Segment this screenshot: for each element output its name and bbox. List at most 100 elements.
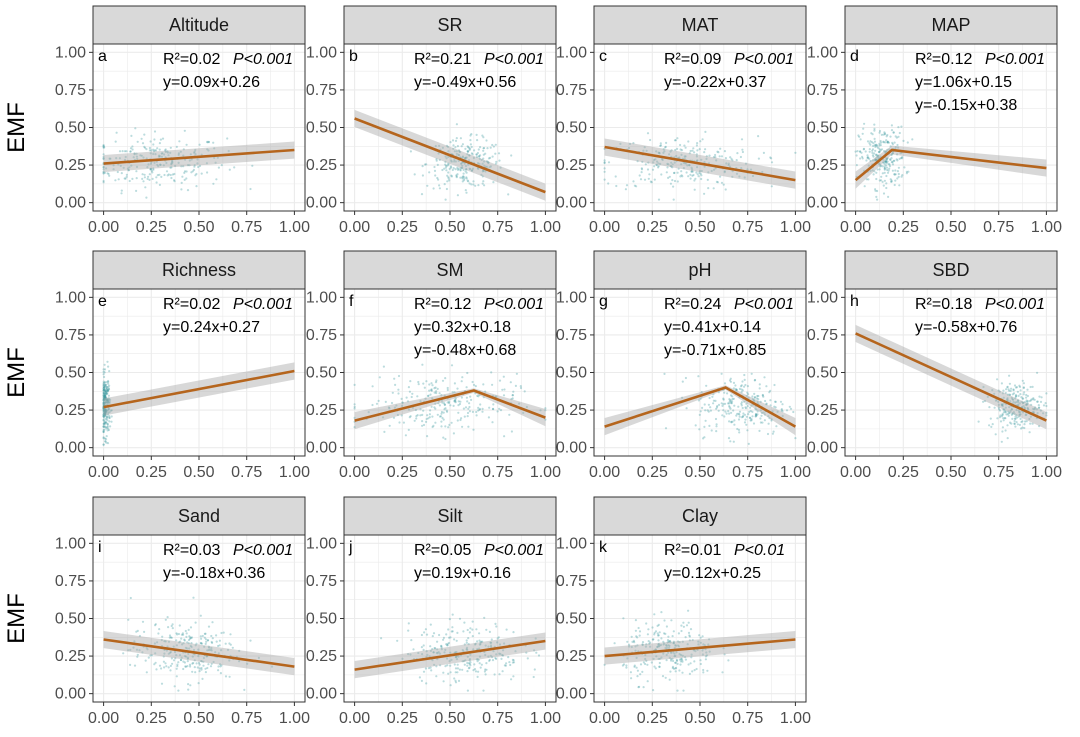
data-point (656, 624, 659, 628)
data-point (427, 667, 431, 670)
data-point (467, 637, 470, 640)
data-point (434, 386, 437, 389)
data-point (727, 410, 730, 413)
data-point (123, 150, 127, 153)
data-point (476, 640, 479, 643)
data-point (873, 152, 876, 155)
data-point (449, 141, 452, 144)
data-point (103, 411, 107, 414)
data-point (127, 169, 130, 172)
data-point (996, 378, 999, 381)
data-point (766, 432, 770, 436)
data-point (702, 668, 705, 672)
data-point (652, 161, 655, 164)
data-point (871, 151, 874, 154)
data-point (877, 146, 880, 150)
data-point (680, 163, 683, 166)
data-point (103, 393, 106, 396)
data-point (432, 187, 435, 190)
data-point (106, 429, 109, 432)
data-point (498, 159, 501, 162)
data-point (471, 380, 474, 384)
data-point (105, 400, 108, 403)
data-point (104, 393, 107, 396)
data-point (885, 161, 888, 165)
x-tick-label: 0.00 (840, 464, 871, 481)
data-point (883, 162, 886, 165)
data-point (105, 435, 108, 438)
data-point (483, 616, 486, 619)
data-point (456, 194, 459, 197)
data-point (633, 184, 637, 187)
x-tick-label: 1.00 (1031, 219, 1062, 236)
data-point (166, 150, 169, 153)
data-point (772, 430, 775, 433)
data-point (696, 166, 699, 169)
facet-panel-sr: SRb R²=0.21 P<0.001y=-0.49x+0.560.000.250.… (306, 5, 561, 236)
data-point (728, 420, 731, 423)
data-point (680, 149, 684, 152)
data-point (106, 389, 109, 393)
x-tick-label: 0.00 (339, 710, 370, 727)
data-point (105, 426, 109, 429)
data-point (682, 689, 685, 692)
data-point (407, 622, 410, 625)
data-point (532, 675, 535, 679)
data-point (378, 376, 381, 379)
data-point (873, 159, 877, 162)
data-point (683, 144, 686, 147)
data-point (103, 375, 106, 379)
data-point (873, 140, 877, 143)
data-point (861, 157, 864, 160)
data-point (168, 636, 171, 639)
data-point (107, 380, 110, 384)
data-point (988, 406, 991, 409)
x-tick-label: 0.25 (136, 710, 167, 727)
data-point (397, 388, 400, 391)
data-point (679, 143, 682, 147)
data-point (886, 141, 889, 144)
data-point (160, 155, 164, 158)
data-point (197, 682, 200, 685)
data-point (180, 188, 183, 191)
data-point (684, 162, 688, 165)
data-point (883, 165, 886, 168)
data-point (502, 375, 505, 378)
data-point (209, 665, 213, 668)
equation-label: y=0.09x+0.26 (163, 74, 260, 91)
data-point (410, 395, 413, 399)
data-point (689, 177, 692, 180)
data-point (405, 396, 408, 399)
data-point (486, 160, 489, 163)
y-tick-label: 1.00 (306, 535, 337, 552)
data-point (757, 157, 761, 160)
data-point (159, 155, 162, 158)
data-point (102, 153, 105, 156)
y-tick-label: 0.50 (55, 611, 86, 628)
y-tick-label: 0.50 (556, 611, 587, 628)
data-point (112, 168, 115, 171)
data-point (469, 168, 472, 171)
data-point (741, 380, 744, 383)
data-point (653, 613, 656, 616)
data-point (492, 145, 495, 148)
r-squared-label: R²=0.12 (414, 296, 471, 313)
data-point (249, 187, 252, 191)
y-tick-label: 0.00 (807, 195, 838, 212)
data-point (759, 417, 762, 420)
data-point (108, 416, 111, 419)
data-point (115, 157, 118, 160)
data-point (729, 440, 732, 443)
data-point (180, 637, 183, 640)
data-point (1044, 402, 1047, 405)
data-point (603, 170, 606, 173)
data-point (698, 171, 701, 174)
data-point (169, 669, 172, 672)
data-point (161, 152, 164, 155)
data-point (188, 159, 191, 162)
x-tick-label: 0.50 (935, 464, 966, 481)
data-point (651, 638, 655, 641)
data-point (211, 637, 214, 640)
x-tick-label: 0.75 (983, 219, 1014, 236)
